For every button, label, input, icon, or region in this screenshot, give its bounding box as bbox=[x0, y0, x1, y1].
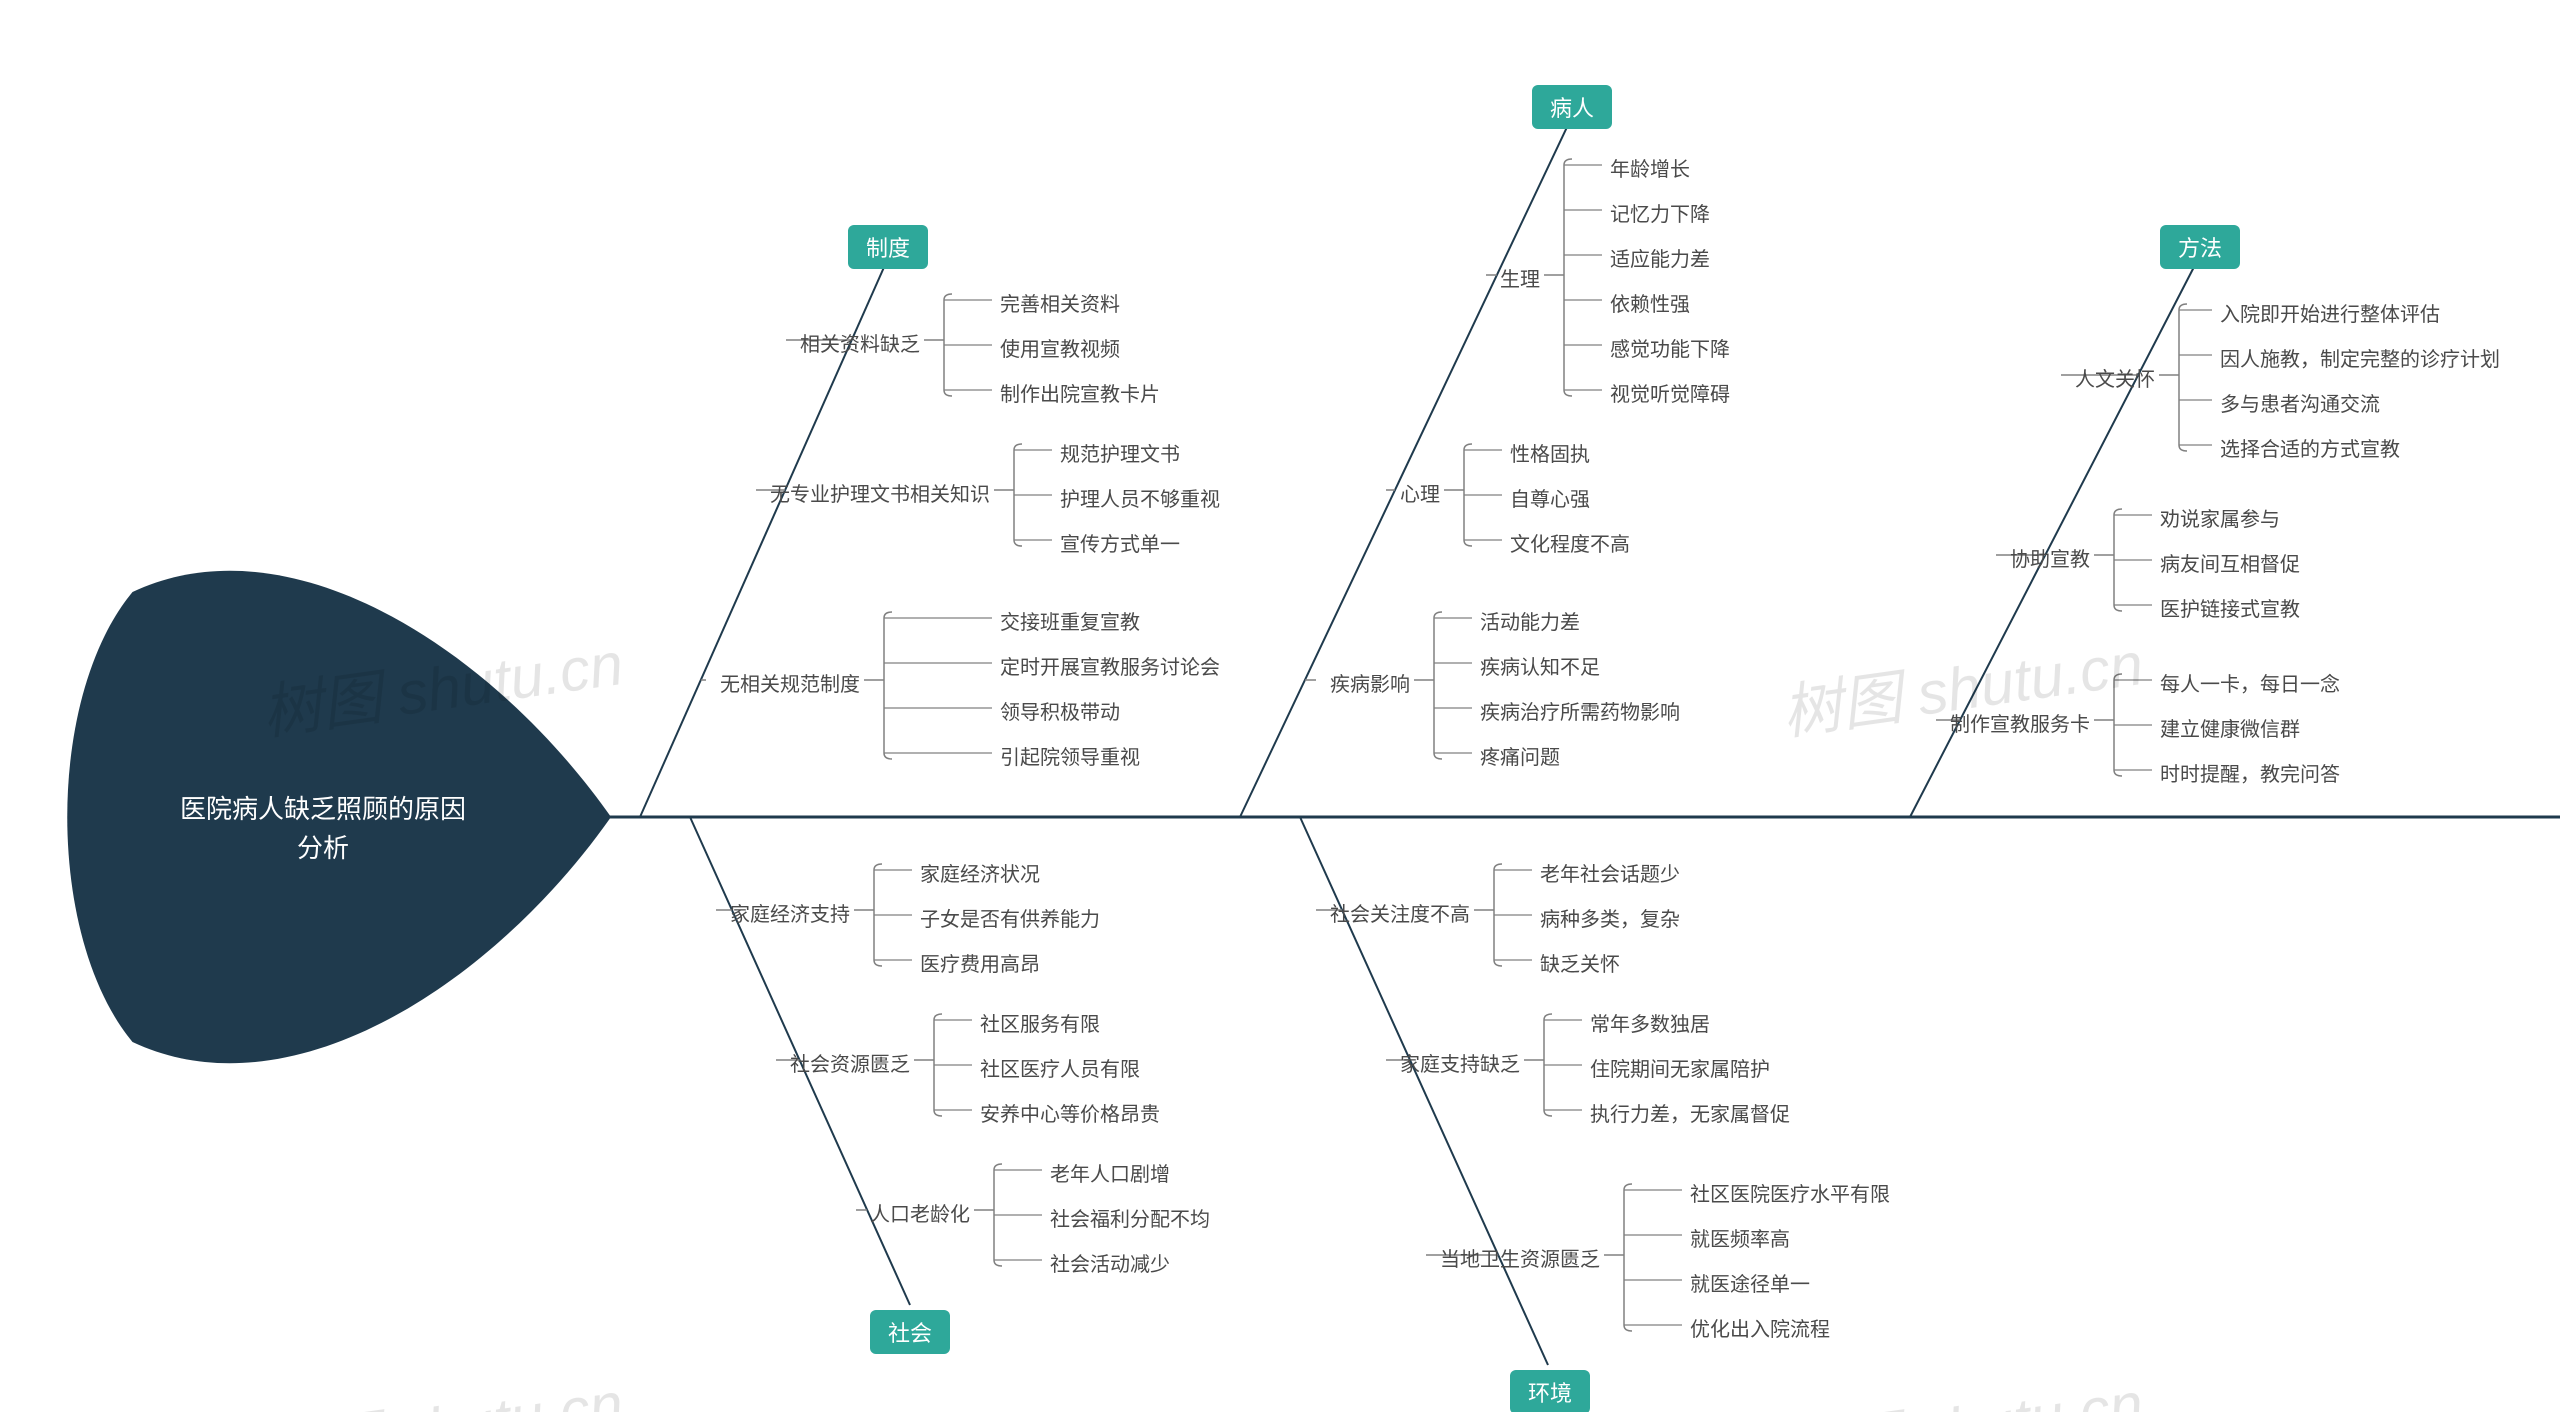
leaf-label: 使用宣教视频 bbox=[1000, 333, 1120, 362]
leaf-label: 就医频率高 bbox=[1690, 1223, 1790, 1252]
leaf-label: 医护链接式宣教 bbox=[2160, 593, 2300, 622]
leaf-label: 社区服务有限 bbox=[980, 1008, 1100, 1037]
leaf-label: 依赖性强 bbox=[1610, 288, 1690, 317]
leaf-label: 选择合适的方式宣教 bbox=[2220, 433, 2400, 462]
leaf-label: 疼痛问题 bbox=[1480, 741, 1560, 770]
category-pill-society: 社会 bbox=[870, 1310, 950, 1354]
category-pill-env: 环境 bbox=[1510, 1370, 1590, 1412]
leaf-label: 病友间互相督促 bbox=[2160, 548, 2300, 577]
leaf-label: 领导积极带动 bbox=[1000, 696, 1120, 725]
leaf-label: 时时提醒，教完问答 bbox=[2160, 758, 2340, 787]
sub-label: 无相关规范制度 bbox=[720, 668, 860, 697]
sub-label: 家庭支持缺乏 bbox=[1400, 1048, 1520, 1077]
sub-label: 家庭经济支持 bbox=[730, 898, 850, 927]
fishbone-svg bbox=[0, 0, 2560, 1412]
leaf-label: 感觉功能下降 bbox=[1610, 333, 1730, 362]
sub-label: 疾病影响 bbox=[1330, 668, 1410, 697]
sub-label: 当地卫生资源匮乏 bbox=[1440, 1243, 1600, 1272]
leaf-label: 完善相关资料 bbox=[1000, 288, 1120, 317]
leaf-label: 执行力差，无家属督促 bbox=[1590, 1098, 1790, 1127]
leaf-label: 活动能力差 bbox=[1480, 606, 1580, 635]
leaf-label: 缺乏关怀 bbox=[1540, 948, 1620, 977]
leaf-label: 医疗费用高昂 bbox=[920, 948, 1040, 977]
leaf-label: 规范护理文书 bbox=[1060, 438, 1180, 467]
leaf-label: 交接班重复宣教 bbox=[1000, 606, 1140, 635]
leaf-label: 社区医疗人员有限 bbox=[980, 1053, 1140, 1082]
leaf-label: 常年多数独居 bbox=[1590, 1008, 1710, 1037]
category-pill-method: 方法 bbox=[2160, 225, 2240, 269]
sub-label: 协助宣教 bbox=[2010, 543, 2090, 572]
leaf-label: 定时开展宣教服务讨论会 bbox=[1000, 651, 1220, 680]
leaf-label: 家庭经济状况 bbox=[920, 858, 1040, 887]
sub-label: 人文关怀 bbox=[2075, 363, 2155, 392]
leaf-label: 社区医院医疗水平有限 bbox=[1690, 1178, 1890, 1207]
leaf-label: 护理人员不够重视 bbox=[1060, 483, 1220, 512]
fishbone-head-title: 医院病人缺乏照顾的原因分析 bbox=[180, 790, 466, 868]
leaf-label: 住院期间无家属陪护 bbox=[1590, 1053, 1770, 1082]
leaf-label: 子女是否有供养能力 bbox=[920, 903, 1100, 932]
sub-label: 人口老龄化 bbox=[870, 1198, 970, 1227]
sub-label: 心理 bbox=[1400, 478, 1440, 507]
leaf-label: 优化出入院流程 bbox=[1690, 1313, 1830, 1342]
leaf-label: 社会活动减少 bbox=[1050, 1248, 1170, 1277]
leaf-label: 疾病治疗所需药物影响 bbox=[1480, 696, 1680, 725]
category-pill-patient: 病人 bbox=[1532, 85, 1612, 129]
sub-label: 社会关注度不高 bbox=[1330, 898, 1470, 927]
leaf-label: 多与患者沟通交流 bbox=[2220, 388, 2380, 417]
leaf-label: 老年人口剧增 bbox=[1050, 1158, 1170, 1187]
leaf-label: 安养中心等价格昂贵 bbox=[980, 1098, 1160, 1127]
leaf-label: 记忆力下降 bbox=[1610, 198, 1710, 227]
category-pill-system: 制度 bbox=[848, 225, 928, 269]
leaf-label: 劝说家属参与 bbox=[2160, 503, 2280, 532]
sub-label: 生理 bbox=[1500, 263, 1540, 292]
leaf-label: 年龄增长 bbox=[1610, 153, 1690, 182]
leaf-label: 因人施教，制定完整的诊疗计划 bbox=[2220, 343, 2500, 372]
leaf-label: 自尊心强 bbox=[1510, 483, 1590, 512]
leaf-label: 文化程度不高 bbox=[1510, 528, 1630, 557]
leaf-label: 就医途径单一 bbox=[1690, 1268, 1810, 1297]
sub-label: 无专业护理文书相关知识 bbox=[770, 478, 990, 507]
leaf-label: 适应能力差 bbox=[1610, 243, 1710, 272]
leaf-label: 每人一卡，每日一念 bbox=[2160, 668, 2340, 697]
leaf-label: 制作出院宣教卡片 bbox=[1000, 378, 1160, 407]
sub-label: 社会资源匮乏 bbox=[790, 1048, 910, 1077]
leaf-label: 引起院领导重视 bbox=[1000, 741, 1140, 770]
leaf-label: 社会福利分配不均 bbox=[1050, 1203, 1210, 1232]
sub-label: 制作宣教服务卡 bbox=[1950, 708, 2090, 737]
sub-label: 相关资料缺乏 bbox=[800, 328, 920, 357]
leaf-label: 病种多类，复杂 bbox=[1540, 903, 1680, 932]
leaf-label: 视觉听觉障碍 bbox=[1610, 378, 1730, 407]
leaf-label: 入院即开始进行整体评估 bbox=[2220, 298, 2440, 327]
leaf-label: 性格固执 bbox=[1510, 438, 1590, 467]
leaf-label: 疾病认知不足 bbox=[1480, 651, 1600, 680]
leaf-label: 建立健康微信群 bbox=[2160, 713, 2300, 742]
leaf-label: 老年社会话题少 bbox=[1540, 858, 1680, 887]
leaf-label: 宣传方式单一 bbox=[1060, 528, 1180, 557]
